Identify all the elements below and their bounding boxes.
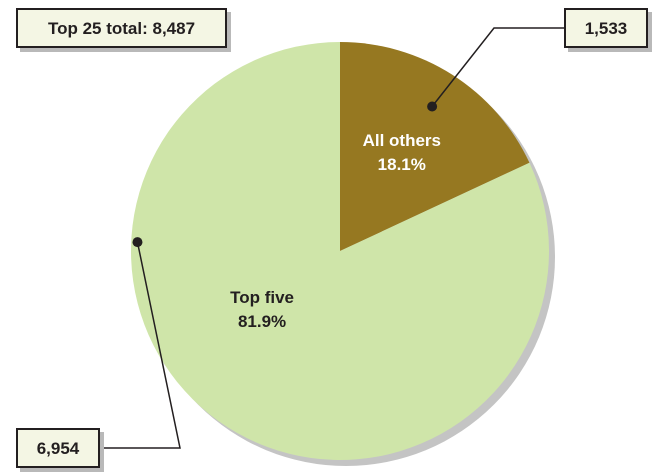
leader-lines: [100, 27, 564, 449]
pie-slice: [130, 42, 550, 461]
total-label: Top 25 total: 8,487: [47, 19, 196, 38]
value-callout-all-others: 1,533: [564, 8, 648, 48]
slice-name-label: Top five: [230, 288, 294, 307]
pie-slice: [340, 42, 530, 251]
total-callout: Top 25 total: 8,487: [16, 8, 227, 48]
slice-value-label: 1,533: [584, 19, 628, 38]
leader-line: [100, 241, 181, 449]
leader-dot: [427, 101, 438, 112]
pie-slices: [130, 42, 550, 461]
slice-percent-label: 81.9%: [238, 312, 286, 331]
slice-percent-label: 18.1%: [378, 155, 426, 174]
slice-name-label: All others: [363, 131, 441, 150]
value-callout-top-five: 6,954: [16, 428, 100, 468]
slice-labels: All others 18.1% Top five 81.9%: [230, 131, 441, 331]
leader-dot: [132, 237, 143, 248]
slice-value-label: 6,954: [36, 439, 80, 458]
leader-line: [431, 27, 564, 107]
